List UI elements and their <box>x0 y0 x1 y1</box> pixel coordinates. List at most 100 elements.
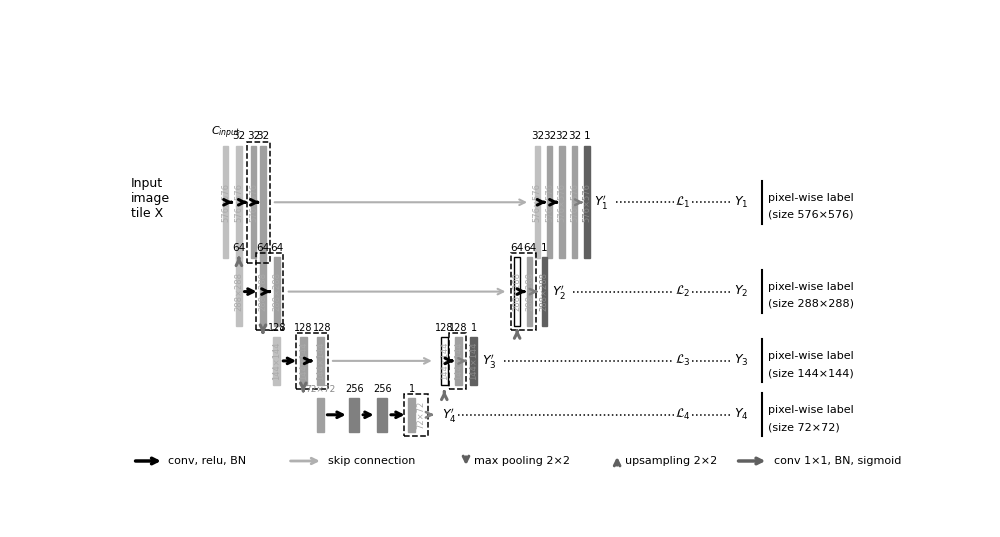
Bar <box>377 398 387 432</box>
Bar <box>273 337 280 384</box>
Bar <box>236 147 242 258</box>
Text: 32: 32 <box>555 131 569 141</box>
Bar <box>455 337 462 384</box>
Bar <box>527 257 532 326</box>
Text: 1: 1 <box>541 243 548 253</box>
Text: $\mathcal{L}_3$: $\mathcal{L}_3$ <box>675 353 691 368</box>
Text: 576×576: 576×576 <box>545 183 554 222</box>
Bar <box>274 257 280 326</box>
Text: $\mathcal{L}_1$: $\mathcal{L}_1$ <box>675 195 691 210</box>
Text: $Y_4'$: $Y_4'$ <box>442 406 457 424</box>
Bar <box>535 147 540 258</box>
Text: 144×144: 144×144 <box>440 342 449 380</box>
Text: 32: 32 <box>232 131 246 141</box>
Text: pixel-wise label: pixel-wise label <box>768 351 854 361</box>
Bar <box>514 257 520 326</box>
Text: 1: 1 <box>471 323 477 333</box>
Text: $\mathcal{L}_4$: $\mathcal{L}_4$ <box>675 407 691 422</box>
Bar <box>300 337 307 384</box>
Text: 576×576: 576×576 <box>221 183 230 222</box>
Text: Input
image
tile X: Input image tile X <box>131 177 170 220</box>
Bar <box>441 337 448 384</box>
Bar <box>449 333 466 389</box>
Bar <box>470 337 477 384</box>
Text: 576×576: 576×576 <box>558 183 567 222</box>
Bar <box>404 394 428 436</box>
Text: 32: 32 <box>531 131 544 141</box>
Text: 64: 64 <box>232 243 246 253</box>
Text: (size 144×144): (size 144×144) <box>768 368 854 378</box>
Text: conv, relu, BN: conv, relu, BN <box>168 456 247 466</box>
Text: 288×288: 288×288 <box>234 272 243 311</box>
Text: $Y_1'$: $Y_1'$ <box>594 193 609 211</box>
Text: 72×72: 72×72 <box>305 385 335 394</box>
Bar <box>584 147 590 258</box>
Bar <box>547 147 552 258</box>
Text: 32: 32 <box>543 131 556 141</box>
Text: 288×288: 288×288 <box>272 272 281 311</box>
Text: 288×288: 288×288 <box>525 272 534 311</box>
Bar <box>408 398 415 432</box>
Bar <box>572 147 577 258</box>
Text: 128: 128 <box>435 323 454 333</box>
Text: 32: 32 <box>256 131 270 141</box>
Text: 576×576: 576×576 <box>533 183 542 222</box>
Bar <box>236 257 242 326</box>
Text: 128: 128 <box>449 323 468 333</box>
Bar <box>260 147 266 258</box>
Text: $Y_2'$: $Y_2'$ <box>552 282 566 301</box>
Bar <box>511 253 536 330</box>
Bar <box>247 142 270 263</box>
Text: $Y_3$: $Y_3$ <box>734 353 748 368</box>
Text: max pooling 2×2: max pooling 2×2 <box>474 456 570 466</box>
Text: 72×72: 72×72 <box>416 401 425 429</box>
Text: 288×288: 288×288 <box>540 272 549 311</box>
Text: 144×144: 144×144 <box>469 342 478 380</box>
Bar <box>542 257 547 326</box>
Text: 144×144: 144×144 <box>316 342 325 380</box>
Text: 1: 1 <box>584 131 590 141</box>
Text: 64: 64 <box>524 243 537 253</box>
Text: (size 288×288): (size 288×288) <box>768 299 854 309</box>
Text: 32: 32 <box>568 131 581 141</box>
Text: skip connection: skip connection <box>328 456 415 466</box>
Bar <box>317 398 324 432</box>
Text: (size 72×72): (size 72×72) <box>768 422 840 432</box>
Text: $Y_4$: $Y_4$ <box>734 407 748 422</box>
Text: 64: 64 <box>511 243 524 253</box>
Text: 576×576: 576×576 <box>249 183 258 222</box>
Text: 1: 1 <box>409 384 415 394</box>
Text: 288×288: 288×288 <box>513 272 522 311</box>
Text: 144×144: 144×144 <box>272 342 281 380</box>
Bar <box>349 398 359 432</box>
Text: upsampling 2×2: upsampling 2×2 <box>625 456 717 466</box>
Text: 32: 32 <box>247 131 260 141</box>
Text: pixel-wise label: pixel-wise label <box>768 282 854 292</box>
Bar <box>251 147 256 258</box>
Text: 144×144: 144×144 <box>299 342 308 380</box>
Text: 128: 128 <box>268 323 286 333</box>
Text: $\mathcal{L}_2$: $\mathcal{L}_2$ <box>675 284 691 299</box>
Text: 64: 64 <box>270 243 284 253</box>
Text: $C_{input}$: $C_{input}$ <box>211 125 241 141</box>
Bar <box>260 257 266 326</box>
Text: 576×576: 576×576 <box>582 183 591 222</box>
Text: conv 1×1, BN, sigmoid: conv 1×1, BN, sigmoid <box>774 456 901 466</box>
Bar <box>223 147 228 258</box>
Bar <box>559 147 565 258</box>
Text: $Y_1$: $Y_1$ <box>734 195 748 210</box>
Text: 576×576: 576×576 <box>570 183 579 222</box>
Text: 256: 256 <box>373 384 392 394</box>
Text: 128: 128 <box>294 323 312 333</box>
Text: 128: 128 <box>313 323 331 333</box>
Text: (size 576×576): (size 576×576) <box>768 209 854 220</box>
Text: pixel-wise label: pixel-wise label <box>768 193 854 202</box>
Text: 256: 256 <box>345 384 364 394</box>
Text: 144×144: 144×144 <box>454 342 463 380</box>
Text: $Y_2$: $Y_2$ <box>734 284 748 299</box>
Text: 576×576: 576×576 <box>234 183 243 222</box>
Text: 288×288: 288×288 <box>258 272 267 311</box>
Bar <box>317 337 324 384</box>
Text: 64: 64 <box>256 243 270 253</box>
Text: pixel-wise label: pixel-wise label <box>768 405 854 415</box>
